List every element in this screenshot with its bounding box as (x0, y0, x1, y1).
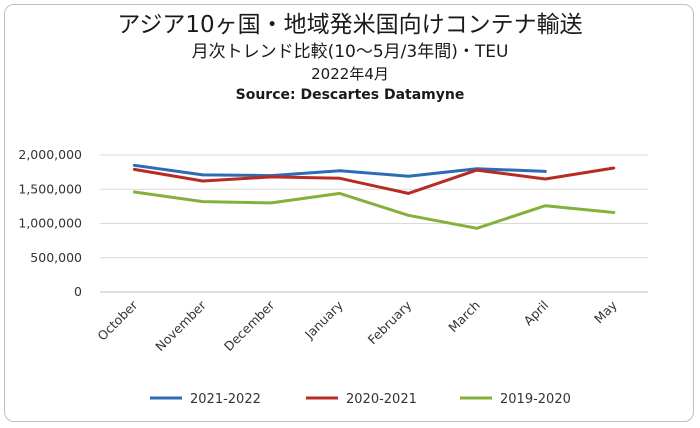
series-line-2020-2021 (132, 166, 616, 195)
chart-date: 2022年4月 (311, 65, 389, 83)
y-tick-label: 500,000 (30, 250, 82, 265)
y-tick-label: 2,000,000 (18, 147, 82, 162)
legend-label: 2019-2020 (500, 392, 571, 407)
series-line-2019-2020 (132, 190, 616, 230)
x-tick-label: February (365, 297, 415, 347)
x-tick-label: November (152, 297, 209, 354)
series-lines (132, 163, 616, 230)
x-tick-label: January (301, 297, 346, 342)
y-tick-label: 1,500,000 (18, 181, 82, 196)
chart-frame (4, 4, 694, 422)
x-tick-label: May (591, 297, 620, 326)
x-tick-label: April (521, 298, 552, 329)
legend-label: 2021-2022 (190, 392, 261, 407)
chart-source: Source: Descartes Datamyne (235, 87, 465, 103)
chart-subtitle: 月次トレンド比較(10～5月/3年間)・TEU (191, 42, 509, 62)
legend-label: 2020-2021 (346, 392, 417, 407)
x-axis-tick-labels: October November December January February Ma… (94, 297, 620, 354)
y-tick-label: 0 (74, 284, 82, 299)
chart-header: アジア10ヶ国・地域発米国向けコンテナ輸送 月次トレンド比較(10～5月/3年間… (0, 10, 700, 105)
gridlines (100, 154, 648, 293)
x-tick-label: October (94, 297, 141, 344)
legend: 2021-2022 2020-2021 2019-2020 (150, 392, 571, 407)
y-axis-tick-labels: 0 500,000 1,000,000 1,500,000 2,000,000 (18, 147, 82, 299)
y-tick-label: 1,000,000 (18, 216, 82, 231)
chart-title: アジア10ヶ国・地域発米国向けコンテナ輸送 (117, 12, 583, 38)
x-tick-label: March (445, 298, 483, 336)
x-tick-label: December (221, 297, 278, 354)
